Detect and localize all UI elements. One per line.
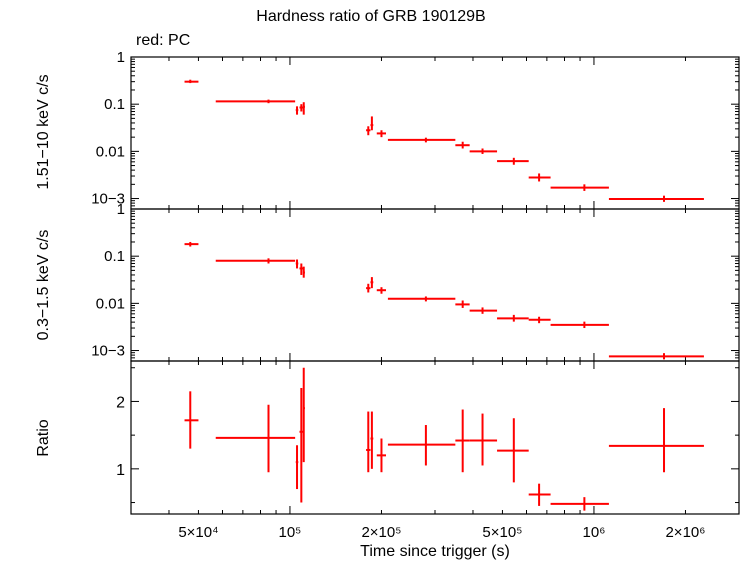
data-point bbox=[387, 296, 456, 302]
y-tick-label: 1 bbox=[116, 462, 125, 479]
x-axis-label: Time since trigger (s) bbox=[360, 543, 510, 560]
data-point bbox=[302, 102, 305, 115]
y-tick-label: 1 bbox=[117, 201, 125, 218]
data-point bbox=[608, 195, 704, 202]
y-tick-label: 1 bbox=[117, 49, 125, 66]
data-point bbox=[370, 277, 374, 289]
data-point bbox=[184, 79, 199, 84]
data-point bbox=[299, 263, 304, 275]
data-point bbox=[299, 104, 304, 112]
top-panel: 1 0.1 0.01 10−3 bbox=[91, 49, 740, 210]
data-point bbox=[215, 404, 296, 473]
data-point bbox=[366, 283, 371, 293]
x-tick-label: 10⁵ bbox=[279, 524, 302, 541]
data-point bbox=[528, 483, 551, 506]
data-point bbox=[608, 353, 704, 360]
legend-subtitle: red: PC bbox=[136, 32, 191, 49]
data-point bbox=[608, 408, 704, 473]
x-tick-label: 5×10⁴ bbox=[178, 524, 218, 541]
data-point bbox=[387, 425, 456, 466]
middle-panel-frame bbox=[130, 208, 740, 362]
data-point bbox=[455, 300, 470, 308]
data-point bbox=[376, 287, 387, 294]
data-point bbox=[295, 445, 299, 490]
data-point bbox=[497, 157, 529, 165]
data-point bbox=[469, 307, 498, 314]
y-tick-label: 0.01 bbox=[96, 295, 125, 312]
top-panel-frame bbox=[130, 56, 740, 210]
y-tick-label: 0.1 bbox=[104, 248, 125, 265]
data-point bbox=[302, 367, 305, 463]
data-point bbox=[387, 137, 456, 143]
data-point bbox=[469, 413, 498, 466]
data-point bbox=[528, 316, 551, 324]
x-tick-label: 2×10⁵ bbox=[361, 524, 401, 541]
data-point bbox=[528, 173, 551, 182]
data-point bbox=[302, 266, 305, 278]
data-point bbox=[550, 497, 609, 511]
chart-title: Hardness ratio of GRB 190129B bbox=[256, 8, 486, 25]
y-tick-label: 10−3 bbox=[91, 343, 125, 360]
data-point bbox=[366, 126, 371, 136]
y-tick-label: 0.01 bbox=[96, 143, 125, 160]
data-point bbox=[455, 409, 470, 473]
data-point bbox=[215, 258, 296, 264]
data-point bbox=[376, 438, 387, 473]
data-point bbox=[550, 321, 609, 329]
y-tick-label: 10−3 bbox=[91, 191, 125, 208]
data-point bbox=[184, 391, 199, 449]
data-point bbox=[184, 241, 199, 247]
data-point bbox=[299, 387, 304, 503]
y-tick-label: 0.1 bbox=[104, 96, 125, 113]
x-tick-label: 2×10⁶ bbox=[665, 524, 705, 541]
data-point bbox=[455, 141, 470, 149]
y-tick-label: 2 bbox=[116, 394, 125, 411]
data-point bbox=[376, 130, 387, 138]
data-point bbox=[497, 314, 529, 322]
data-point bbox=[295, 106, 299, 115]
data-point bbox=[370, 411, 374, 469]
middle-panel: 1 0.1 0.01 10−3 bbox=[91, 201, 740, 362]
bottom-panel: 12 bbox=[116, 360, 740, 515]
data-point bbox=[215, 99, 296, 104]
data-point bbox=[550, 184, 609, 191]
data-point bbox=[370, 116, 374, 131]
x-tick-label: 10⁶ bbox=[583, 524, 606, 541]
data-point bbox=[366, 411, 371, 473]
data-point bbox=[469, 148, 498, 154]
data-point bbox=[295, 259, 299, 269]
x-tick-label: 5×10⁵ bbox=[482, 524, 522, 541]
data-point bbox=[497, 418, 529, 483]
